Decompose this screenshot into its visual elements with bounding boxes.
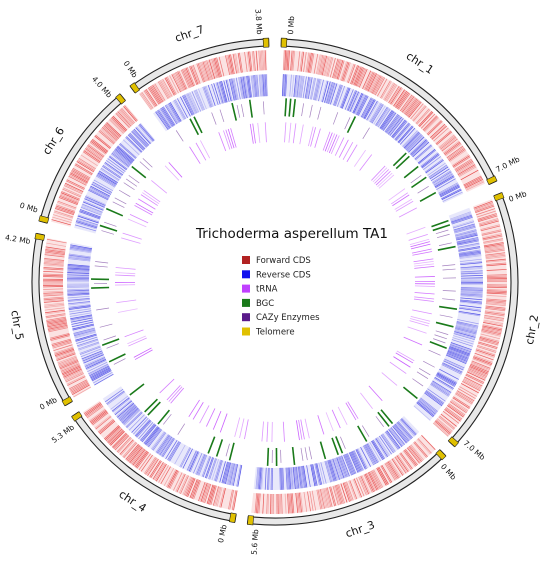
tick-start-chr_7: 0 Mb — [122, 59, 140, 79]
bgc-cazy-track-chr_1 — [284, 98, 437, 202]
bgc-cazy-track-chr_4 — [129, 383, 235, 461]
telomere-chr_7-end — [262, 37, 270, 48]
telomere-chr_7-start — [129, 82, 140, 94]
tick-start-chr_2: 0 Mb — [507, 189, 528, 204]
reverse-cds-track-chr_1 — [281, 74, 464, 204]
trna-track-chr_4 — [159, 378, 249, 440]
forward-cds-track-chr_7 — [138, 50, 268, 111]
legend-swatch — [242, 256, 250, 264]
telomere-chr_3-start — [435, 449, 447, 461]
tick-start-chr_6: 0 Mb — [19, 201, 39, 215]
forward-cds-track-chr_2 — [432, 199, 507, 437]
tick-end-chr_4: 5.3 Mb — [50, 423, 76, 445]
tick-start-chr_4: 0 Mb — [216, 524, 229, 544]
legend-item-cazy-enzymes: CAZy Enzymes — [242, 313, 320, 323]
tick-end-chr_6: 4.0 Mb — [90, 74, 114, 99]
telomere-chr_6-end — [115, 93, 126, 105]
telomere-chr_5-end — [34, 233, 46, 241]
bgc-cazy-track-chr_3 — [266, 409, 394, 466]
bgc-cazy-track-chr_2 — [402, 219, 458, 400]
chromosome-label-chr_6: chr_6 — [40, 125, 67, 157]
telomere-chr_6-start — [38, 215, 50, 224]
trna-track-chr_3 — [261, 385, 383, 442]
forward-cds-track-chr_1 — [282, 50, 486, 193]
telomere-chr_4-start — [228, 512, 237, 523]
legend-label: BGC — [256, 299, 274, 309]
telomere-chr_1-end — [486, 175, 498, 185]
legend-label: tRNA — [256, 285, 278, 295]
forward-cds-track-chr_3 — [251, 434, 436, 514]
feature-tracks — [42, 50, 507, 514]
legend-swatch — [242, 327, 250, 336]
legend-swatch — [242, 298, 250, 307]
chromosome-label-chr_7: chr_7 — [173, 23, 206, 45]
chromosome-label-chr_1: chr_1 — [404, 49, 436, 76]
legend-swatch — [242, 313, 250, 322]
trna-track-chr_2 — [381, 226, 436, 386]
plot-title: Trichoderma asperellum TA1 — [195, 226, 388, 242]
tick-end-chr_2: 7.0 Mb — [462, 439, 487, 463]
bgc-cazy-track-chr_5 — [91, 261, 126, 365]
bgc-cazy-track-chr_7 — [175, 99, 265, 142]
reverse-cds-track-chr_3 — [253, 416, 420, 490]
trna-track-chr_5 — [114, 267, 153, 360]
tick-start-chr_1: 0 Mb — [286, 16, 296, 35]
tick-end-chr_1: 7.0 Mb — [494, 155, 521, 175]
chromosome-label-chr_4: chr_4 — [116, 488, 148, 515]
trna-track-chr_1 — [284, 122, 417, 218]
ideogram-ring — [31, 37, 519, 526]
reverse-cds-track-chr_6 — [74, 122, 156, 234]
legend-item-forward-cds: Forward CDS — [242, 256, 311, 266]
tick-end-chr_5: 4.2 Mb — [4, 233, 31, 246]
reverse-cds-track-chr_2 — [413, 207, 484, 421]
legend-label: CAZy Enzymes — [256, 313, 320, 323]
legend-label: Reverse CDS — [256, 270, 311, 280]
tick-end-chr_7: 3.8 Mb — [253, 9, 264, 35]
legend-item-trna: tRNA — [242, 284, 278, 295]
tick-end-chr_3: 5.6 Mb — [250, 529, 261, 555]
legend-swatch — [242, 270, 250, 279]
legend: Forward CDS Reverse CDS tRNA BGC CAZy Enzyme… — [242, 256, 320, 338]
bgc-cazy-track-chr_6 — [99, 158, 153, 235]
legend-item-reverse-cds: Reverse CDS — [242, 270, 311, 280]
chromosome-label-chr_2: chr_2 — [523, 314, 541, 346]
legend-label: Forward CDS — [256, 256, 311, 266]
reverse-cds-track-chr_4 — [102, 386, 243, 487]
tick-start-chr_3: 0 Mb — [439, 462, 458, 482]
trna-track-chr_7 — [189, 122, 267, 164]
telomere-chr_2-end — [447, 436, 460, 448]
legend-swatch — [242, 284, 250, 293]
telomere-chr_2-start — [493, 192, 505, 202]
legend-item-telomere: Telomere — [242, 327, 295, 338]
forward-cds-track-chr_5 — [42, 238, 92, 398]
telomere-chr_1-start — [280, 37, 288, 48]
telomere-chr_5-start — [61, 396, 73, 407]
trna-track-chr_6 — [121, 162, 183, 244]
chromosome-label-chr_3: chr_3 — [344, 518, 377, 540]
forward-cds-track-chr_4 — [82, 400, 238, 511]
tick-start-chr_5: 0 Mb — [38, 395, 59, 412]
telomere-chr_3-end — [247, 515, 255, 526]
chromosome-label-chr_5: chr_5 — [8, 309, 26, 341]
forward-cds-track-chr_6 — [51, 104, 139, 227]
reverse-cds-track-chr_7 — [153, 74, 269, 132]
reverse-cds-track-chr_5 — [66, 242, 114, 386]
telomere-chr_4-end — [71, 411, 83, 422]
legend-item-bgc: BGC — [242, 298, 274, 309]
legend-label: Telomere — [255, 328, 295, 338]
